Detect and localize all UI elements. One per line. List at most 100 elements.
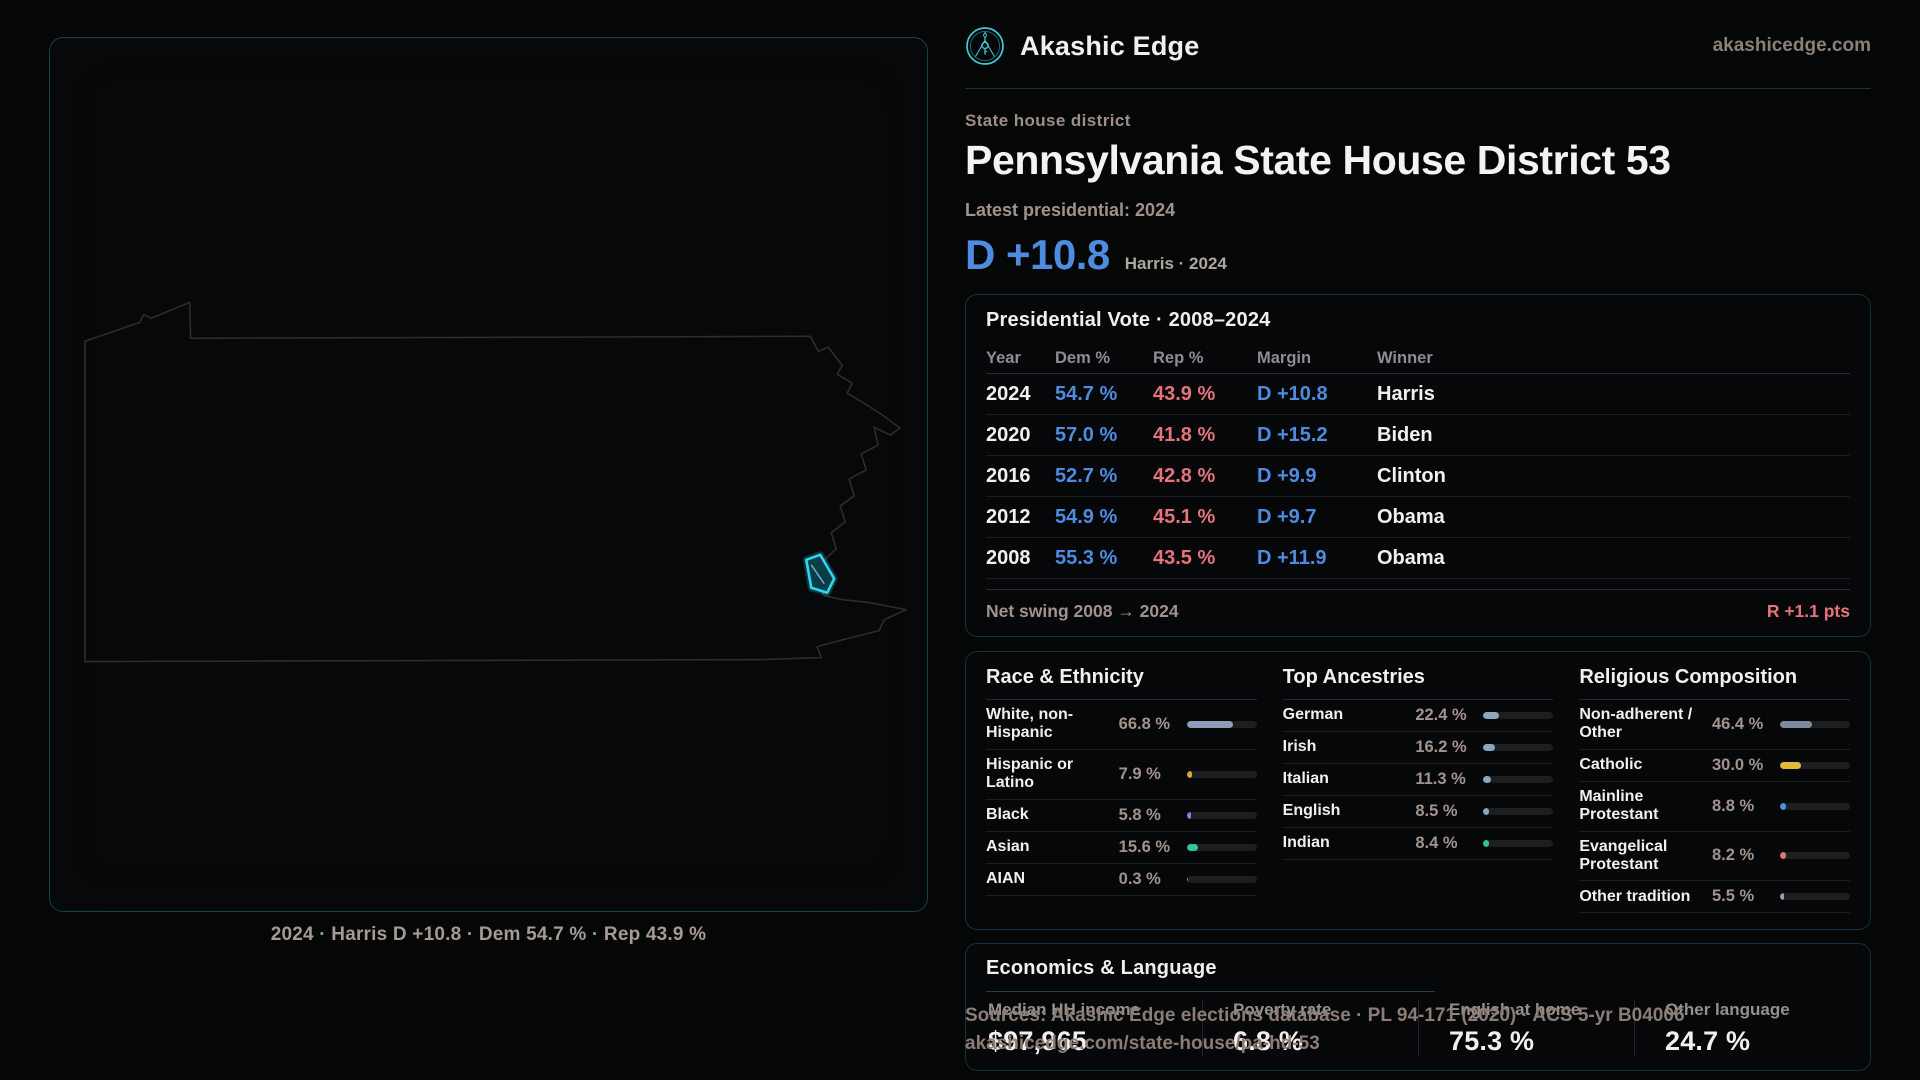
stat-row: Evangelical Protestant 8.2 % [1579, 832, 1850, 882]
stat-bar-track [1779, 720, 1850, 728]
stat-value: 30.0 % [1711, 755, 1764, 774]
stat-value: 66.8 % [1118, 714, 1171, 733]
cell-margin: D +10.8 [1257, 382, 1328, 405]
cell-margin: D +15.2 [1257, 423, 1328, 446]
stat-bar-fill [1186, 770, 1193, 778]
stat-value: 8.4 % [1415, 834, 1458, 852]
stat-value: 22.4 % [1415, 706, 1467, 724]
brand-name: Akashic Edge [1020, 30, 1200, 61]
latest-presidential-label: Latest presidential: 2024 [965, 200, 1176, 220]
district-53-shape[interactable] [804, 553, 836, 595]
cell-year: 2008 [986, 546, 1031, 569]
table-row: 2016 52.7 % 42.8 % D +9.9 Clinton [986, 456, 1850, 497]
net-swing-label: Net swing 2008 → 2024 [986, 601, 1179, 621]
stat-median-income: Median HH income $97,965 [986, 1000, 1202, 1057]
stat-bar-fill [1779, 893, 1784, 901]
net-swing-value: R +1.1 pts [1766, 601, 1850, 621]
stat-value: 15.6 % [1118, 837, 1171, 856]
stat-bar-track [1483, 776, 1554, 783]
cell-rep: 43.9 % [1153, 382, 1216, 405]
stat-value: 5.8 % [1118, 805, 1161, 824]
stat-bar-track [1779, 761, 1850, 769]
table-row: 2020 57.0 % 41.8 % D +15.2 Biden [986, 415, 1850, 456]
col-header-margin: Margin [1257, 349, 1312, 367]
stat-english-at-home: English at home 75.3 % [1418, 1000, 1634, 1058]
stat-value: 0.3 % [1118, 869, 1161, 888]
stat-bar-fill [1779, 761, 1801, 769]
cell-rep: 42.8 % [1153, 464, 1216, 487]
page-title: Pennsylvania State House District 53 [965, 137, 1671, 183]
stat-label: Italian [1282, 770, 1329, 788]
race-ethnicity-title: Race & Ethnicity [986, 666, 1257, 700]
table-row: 2024 54.7 % 43.9 % D +10.8 Harris [986, 374, 1850, 415]
cell-rep: 45.1 % [1153, 505, 1216, 528]
stat-bar-track [1483, 744, 1554, 751]
stat-bar-track [1483, 712, 1554, 719]
cell-year: 2012 [986, 505, 1031, 528]
stat-bar-fill [1186, 720, 1234, 728]
stat-row: Catholic 30.0 % [1579, 750, 1850, 782]
site-header: Akashic Edge akashicedge.com [965, 0, 1871, 89]
table-row: 2008 55.3 % 43.5 % D +11.9 Obama [986, 538, 1850, 579]
stat-bar-track [1779, 802, 1850, 810]
stat-label: Asian [986, 837, 1030, 855]
stat-bar-fill [1779, 852, 1786, 860]
cell-margin: D +11.9 [1257, 546, 1327, 569]
cell-dem: 55.3 % [1055, 546, 1118, 569]
cell-winner: Obama [1377, 505, 1445, 528]
cell-dem: 52.7 % [1055, 464, 1118, 487]
stat-label: Hispanic or Latino [986, 755, 1074, 792]
stat-label: Catholic [1579, 756, 1643, 774]
col-header-dem: Dem % [1055, 349, 1111, 367]
stat-bar-fill [1779, 720, 1813, 728]
stat-label: German [1282, 706, 1344, 724]
stat-row: German 22.4 % [1282, 700, 1554, 732]
cell-dem: 54.7 % [1055, 382, 1118, 405]
report-column: Akashic Edge akashicedge.com State house… [965, 0, 1871, 1072]
table-header-row: Year Dem % Rep % Margin Winner [986, 344, 1850, 374]
pennsylvania-outline [84, 301, 907, 663]
stat-row: AIAN 0.3 % [986, 864, 1257, 896]
cell-winner: Biden [1377, 423, 1433, 446]
demographics-panel: Race & Ethnicity White, non-Hispanic 66.… [965, 651, 1871, 931]
stat-bar-fill [1779, 802, 1787, 810]
stat-value: 75.3 % [1449, 1026, 1535, 1057]
stat-bar-track [1779, 893, 1850, 901]
economics-panel: Economics & Language Median HH income $9… [965, 943, 1871, 1072]
stat-bar-fill [1483, 840, 1490, 847]
stat-value: 8.2 % [1711, 846, 1755, 865]
site-domain-link[interactable]: akashicedge.com [1712, 35, 1871, 56]
state-map [84, 301, 907, 663]
stat-bar-track [1779, 852, 1850, 860]
stat-value: 6.8 % [1233, 1026, 1304, 1057]
stat-label: English [1282, 802, 1341, 820]
stat-label: Evangelical Protestant [1579, 837, 1668, 873]
stat-label: Other tradition [1579, 887, 1691, 905]
cell-margin: D +9.9 [1257, 464, 1317, 487]
stat-value: 46.4 % [1711, 714, 1764, 733]
stat-bar-track [1186, 720, 1257, 728]
race-ethnicity-column: Race & Ethnicity White, non-Hispanic 66.… [986, 666, 1257, 913]
cell-rep: 41.8 % [1153, 423, 1216, 446]
stat-label: Median HH income [988, 1000, 1141, 1020]
stat-row: English 8.5 % [1282, 796, 1554, 828]
stat-bar-fill [1186, 843, 1198, 851]
margin-hero-value: D +10.8 [965, 231, 1110, 278]
net-swing-row: Net swing 2008 → 2024 R +1.1 pts [986, 589, 1850, 622]
stat-value: 8.5 % [1415, 802, 1458, 820]
margin-hero-row: D +10.8 Harris · 2024 [965, 231, 1871, 279]
stat-value: 11.3 % [1415, 770, 1466, 788]
stat-value: 16.2 % [1415, 738, 1467, 756]
stat-label: Other language [1665, 1000, 1790, 1020]
stat-value: 8.8 % [1711, 796, 1755, 815]
presidential-vote-title: Presidential Vote · 2008–2024 [986, 309, 1271, 331]
stat-bar-track [1186, 811, 1257, 819]
stat-bar-fill [1483, 744, 1495, 751]
cell-dem: 54.9 % [1055, 505, 1118, 528]
economics-title: Economics & Language [986, 957, 1217, 980]
stat-row: Non-adherent / Other 46.4 % [1579, 700, 1850, 750]
stat-poverty-rate: Poverty rate 6.8 % [1202, 1000, 1418, 1058]
akashic-edge-logo-icon [966, 27, 1004, 65]
stat-row: Other tradition 5.5 % [1579, 881, 1850, 914]
district-type-eyebrow: State house district [965, 111, 1131, 130]
